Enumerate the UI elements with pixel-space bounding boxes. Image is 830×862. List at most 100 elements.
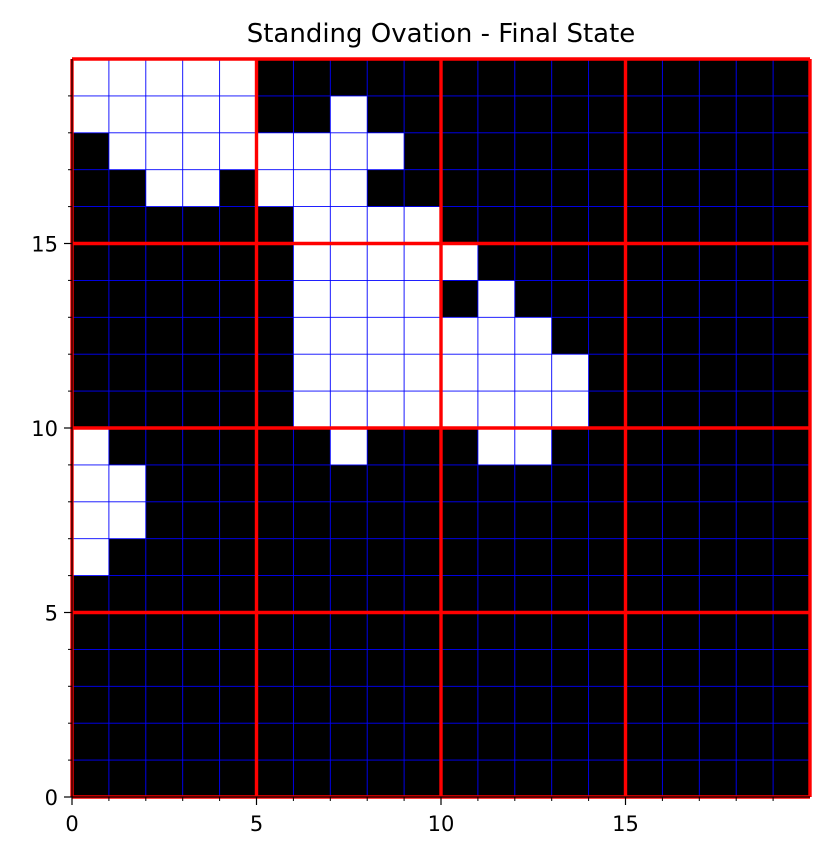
heatmap-cell [662,428,699,465]
heatmap-cell [441,539,478,576]
heatmap-cell [736,649,773,686]
heatmap-cell [330,539,367,576]
heatmap-cell [626,170,663,207]
heatmap-cell [773,428,810,465]
heatmap-cell [662,613,699,650]
heatmap-cell [515,428,552,465]
heatmap-cell [109,502,146,539]
heatmap-cell [662,723,699,760]
heatmap-cell [367,317,404,354]
heatmap-cell [736,96,773,133]
heatmap-cell [626,649,663,686]
heatmap-cell [589,280,626,317]
heatmap-cell [404,465,441,502]
heatmap-cell [404,539,441,576]
heatmap-cell [220,391,257,428]
heatmap-cell [515,686,552,723]
heatmap-cell [662,59,699,96]
heatmap-cell [330,207,367,244]
heatmap-cell [662,649,699,686]
heatmap-cell [367,207,404,244]
heatmap-cell [404,207,441,244]
heatmap-cell [773,723,810,760]
heatmap-cell [515,133,552,170]
heatmap-cell [72,760,109,797]
heatmap-cell [183,207,220,244]
heatmap-cell [589,391,626,428]
heatmap-cell [404,576,441,613]
heatmap-cell [330,59,367,96]
heatmap-cell [589,686,626,723]
heatmap-cell [146,133,183,170]
heatmap-cell [330,354,367,391]
heatmap-cell [515,760,552,797]
heatmap-cell [220,170,257,207]
heatmap-cell [478,317,515,354]
heatmap-cell [367,576,404,613]
heatmap-cell [220,133,257,170]
heatmap-cell [146,760,183,797]
heatmap-cell [699,539,736,576]
heatmap-cell [589,502,626,539]
heatmap-cell [146,317,183,354]
heatmap-cell [699,649,736,686]
heatmap-cell [736,170,773,207]
heatmap-cell [257,760,294,797]
heatmap-cell [257,354,294,391]
x-tick-label: 0 [65,812,78,836]
heatmap-cell [330,317,367,354]
heatmap-cell [109,428,146,465]
heatmap-cell [662,170,699,207]
heatmap-cell [220,428,257,465]
heatmap-cell [183,465,220,502]
heatmap-cell [552,170,589,207]
heatmap-cell [626,686,663,723]
heatmap-cell [589,465,626,502]
heatmap-cell [662,760,699,797]
heatmap-cell [441,465,478,502]
heatmap-cell [662,317,699,354]
heatmap-cell [146,576,183,613]
heatmap-cell [515,723,552,760]
heatmap-cell [72,207,109,244]
heatmap-cell [589,576,626,613]
heatmap-cell [72,244,109,281]
heatmap-cell [293,686,330,723]
x-tick-label: 5 [250,812,263,836]
heatmap-cell [146,428,183,465]
heatmap-cell [109,207,146,244]
heatmap-cell [773,465,810,502]
heatmap-cell [183,539,220,576]
heatmap-cell [773,280,810,317]
heatmap-cell [293,207,330,244]
heatmap-cell [293,170,330,207]
heatmap-cell [589,539,626,576]
heatmap-cell [257,428,294,465]
heatmap-cell [404,428,441,465]
x-tick-label: 10 [428,812,455,836]
heatmap-cell [404,280,441,317]
heatmap-cell [109,170,146,207]
heatmap-cell [515,170,552,207]
heatmap-cell [662,539,699,576]
heatmap-cell [330,649,367,686]
heatmap-cell [220,576,257,613]
heatmap-cell [330,391,367,428]
heatmap-cell [146,649,183,686]
heatmap-cell [441,207,478,244]
heatmap-cell [367,391,404,428]
heatmap-cell [478,391,515,428]
heatmap-cell [220,465,257,502]
heatmap-cell [589,613,626,650]
heatmap-cell [626,391,663,428]
y-tick-label: 0 [45,786,58,810]
heatmap-cell [699,280,736,317]
heatmap-cell [441,59,478,96]
heatmap-cell [552,133,589,170]
heatmap-cell [257,207,294,244]
heatmap-cell [736,613,773,650]
heatmap-cell [773,133,810,170]
heatmap-cell [367,502,404,539]
heatmap-cell [662,280,699,317]
heatmap-cell [367,723,404,760]
